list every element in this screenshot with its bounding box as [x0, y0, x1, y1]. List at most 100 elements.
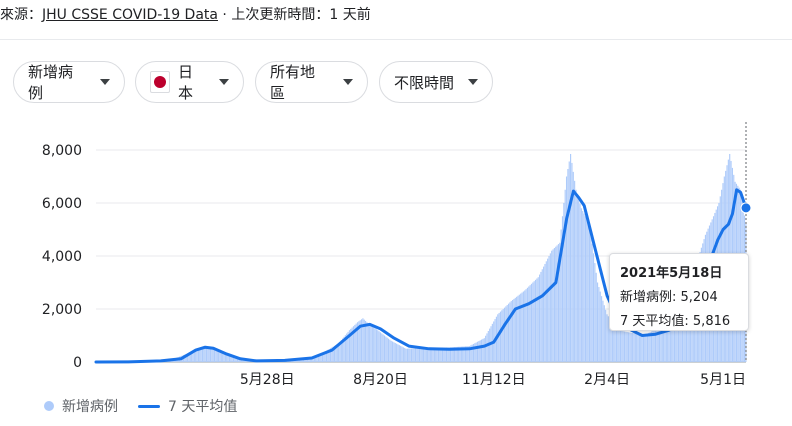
bar: [290, 359, 293, 362]
bar: [405, 348, 407, 362]
bar: [130, 361, 132, 362]
bar: [150, 360, 152, 362]
bar: [211, 347, 213, 362]
bar: [301, 358, 303, 362]
bar: [321, 352, 324, 362]
bar: [133, 361, 135, 362]
bar: [184, 354, 186, 362]
bar: [212, 347, 214, 362]
bar: [319, 354, 321, 362]
bar: [540, 271, 542, 362]
bar: [282, 360, 284, 362]
bar: [449, 347, 452, 362]
bar: [383, 335, 386, 362]
bar: [556, 245, 558, 362]
bar: [502, 309, 504, 362]
bar: [427, 347, 429, 362]
bar: [448, 347, 450, 362]
metric-dropdown[interactable]: 新增病例: [13, 61, 125, 103]
region-dropdown[interactable]: 所有地區: [255, 61, 368, 103]
bar: [439, 347, 441, 362]
bar: [571, 162, 573, 362]
country-dropdown[interactable]: 日本: [135, 61, 244, 103]
y-tick-label: 0: [73, 355, 82, 371]
bar: [548, 256, 550, 362]
y-tick-label: 2,000: [42, 302, 82, 318]
bar: [428, 347, 430, 362]
bar: [262, 360, 264, 362]
bar: [614, 326, 616, 362]
bar: [261, 360, 263, 362]
bar: [468, 346, 471, 362]
bar: [238, 358, 240, 362]
bar: [567, 168, 569, 362]
source-link[interactable]: JHU CSSE COVID-19 Data: [42, 7, 218, 23]
bar: [552, 249, 554, 362]
bar: [390, 340, 392, 362]
bar: [228, 355, 230, 362]
bar: [359, 320, 361, 362]
bar: [559, 242, 561, 362]
y-tick-label: 6,000: [42, 196, 82, 212]
bar: [408, 348, 410, 362]
bar: [203, 346, 205, 362]
bar: [344, 335, 346, 362]
bar: [575, 189, 577, 362]
bar: [315, 356, 317, 362]
bar: [219, 350, 221, 362]
bar: [323, 352, 325, 362]
bar: [170, 359, 172, 362]
bar: [402, 347, 404, 362]
bar: [417, 348, 419, 362]
bar: [576, 194, 578, 362]
bar: [338, 343, 340, 362]
tooltip-new-cases: 新增病例: 5,204: [620, 290, 718, 305]
bar: [374, 328, 376, 362]
bar: [249, 360, 251, 362]
bar: [196, 349, 198, 362]
bar: [149, 360, 151, 362]
bar: [289, 359, 291, 362]
bar: [486, 333, 488, 362]
bar: [476, 341, 479, 362]
bar: [433, 347, 435, 362]
bar: [209, 347, 212, 362]
bar: [533, 281, 535, 362]
bar: [392, 341, 394, 362]
period-dropdown[interactable]: 不限時間: [379, 61, 493, 103]
bar: [309, 358, 311, 362]
bar: [147, 360, 150, 362]
bar: [628, 332, 630, 362]
bar: [181, 355, 183, 362]
bar: [141, 361, 143, 362]
bar: [423, 347, 425, 362]
y-tick-label: 4,000: [42, 249, 82, 265]
bar: [154, 360, 156, 362]
bar: [205, 346, 208, 362]
legend-bar-swatch: [44, 401, 54, 411]
bar: [218, 350, 220, 362]
bar: [590, 233, 592, 362]
bar: [470, 345, 472, 362]
bar: [544, 263, 546, 362]
bar: [393, 342, 395, 362]
bar: [346, 333, 348, 362]
bar: [276, 360, 278, 362]
bar: [557, 244, 560, 362]
bar: [538, 274, 541, 362]
bar: [644, 334, 646, 362]
bar: [509, 302, 511, 362]
bar: [292, 359, 294, 362]
bar: [474, 343, 476, 362]
bar: [204, 346, 206, 362]
bar: [459, 346, 461, 362]
bar: [452, 347, 454, 362]
bar: [436, 347, 438, 362]
bar: [570, 153, 572, 362]
bar: [286, 360, 288, 362]
bar: [274, 360, 276, 362]
bar: [247, 359, 249, 362]
bar: [373, 327, 375, 362]
bar: [307, 358, 309, 362]
bar: [455, 346, 457, 362]
